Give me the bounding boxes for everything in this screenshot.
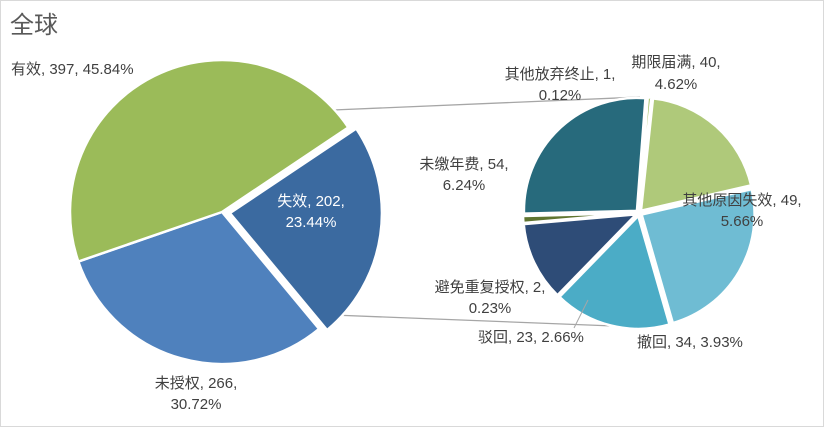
connector-lines xyxy=(332,96,641,328)
connector-line-top xyxy=(332,96,641,111)
data-label-line: 0.12% xyxy=(539,87,582,104)
breakdown-slice-bohui xyxy=(522,213,638,297)
data-label-chehui: 撤回, 34, 3.93% xyxy=(637,334,743,351)
main-slice-shixiao xyxy=(228,127,384,332)
data-label-line: 6.24% xyxy=(443,177,486,194)
data-label-line: 0.23% xyxy=(469,300,512,317)
data-labels: 有效, 397, 45.84% 失效, 202, 23.44% 未授权, 266, 30… xyxy=(11,54,802,413)
data-label-qita: 其他放弃终止, 1, 0.12% xyxy=(505,66,616,104)
data-label-line: 未缴年费, 54, xyxy=(419,156,508,173)
data-label-line: 其他原因失效, 49, xyxy=(682,192,801,209)
data-label-bimian: 避免重复授权, 2, 0.23% xyxy=(435,278,546,317)
breakdown-slice-qita xyxy=(638,96,653,212)
data-label-youxiao: 有效, 397, 45.84% xyxy=(11,61,134,78)
main-slice-youxiao xyxy=(68,58,350,263)
data-label-qitayuanyin: 其他原因失效, 49, 5.66% xyxy=(682,192,801,230)
main-slice-weishouquan xyxy=(77,210,321,366)
data-label-weijiao: 未缴年费, 54, 6.24% xyxy=(419,156,508,194)
data-label-line: 期限届满, 40, xyxy=(631,54,720,71)
breakdown-slice-qixian xyxy=(639,97,753,213)
data-label-line: 其他放弃终止, 1, xyxy=(505,66,616,83)
data-label-line: 驳回, 23, 2.66% xyxy=(478,329,584,346)
data-label-line: 23.44% xyxy=(286,214,337,231)
data-label-weishouquan: 未授权, 266, 30.72% xyxy=(155,375,238,413)
chart-title: 全球 xyxy=(10,12,58,39)
main-pie xyxy=(68,58,384,366)
data-label-bohui: 驳回, 23, 2.66% xyxy=(478,329,584,346)
leader-line-bohui xyxy=(573,299,589,329)
data-label-line: 失效, 202, xyxy=(277,193,345,210)
data-label-line: 避免重复授权, 2, xyxy=(435,278,546,296)
breakdown-slice-qitayuanyin xyxy=(640,187,756,325)
breakdown-slice-bimian xyxy=(521,211,638,225)
data-label-line: 4.62% xyxy=(655,76,698,93)
data-label-line: 30.72% xyxy=(171,396,222,413)
data-label-shixiao: 失效, 202, 23.44% xyxy=(277,193,345,231)
data-label-line: 撤回, 34, 3.93% xyxy=(637,334,743,351)
data-label-qixian: 期限届满, 40, 4.62% xyxy=(631,54,720,93)
breakdown-pie xyxy=(521,96,756,331)
breakdown-slice-weijiao xyxy=(522,96,647,215)
connector-line-bottom xyxy=(332,314,641,328)
data-label-line: 5.66% xyxy=(721,213,764,230)
data-label-line: 未授权, 266, xyxy=(155,375,238,392)
data-label-line: 有效, 397, 45.84% xyxy=(11,61,134,78)
breakdown-slice-chehui xyxy=(558,214,671,331)
